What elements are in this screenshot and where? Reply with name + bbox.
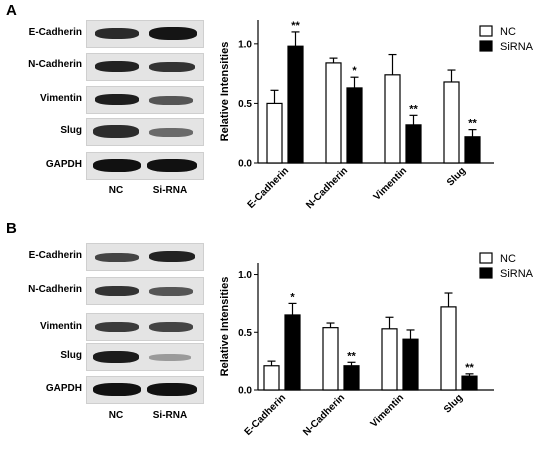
band (149, 62, 195, 72)
legend-label: NC (500, 26, 516, 38)
bar (440, 306, 457, 391)
blot-label: Vimentin (39, 321, 82, 332)
blot-strip (86, 20, 204, 48)
band (93, 351, 139, 363)
blot-label: GAPDH (45, 383, 82, 394)
blot-strip (86, 243, 204, 271)
legend-label: SiRNA (500, 41, 534, 53)
panel-letter-a: A (6, 2, 17, 19)
y-tick-label: 0.0 (238, 386, 252, 397)
bar (322, 327, 339, 391)
bar (461, 375, 478, 391)
blot-label: E-Cadherin (28, 27, 82, 38)
y-axis-label: Relative Intensities (219, 42, 231, 142)
legend-swatch (479, 267, 493, 279)
significance-label: ** (465, 362, 474, 374)
blot-label: Vimentin (39, 93, 82, 104)
legend-label: SiRNA (500, 268, 534, 280)
x-tick-label: Slug (445, 165, 468, 188)
x-tick-label: Vimentin (369, 392, 407, 430)
legend-swatch (479, 25, 493, 37)
band (147, 383, 197, 396)
bar (266, 102, 283, 164)
significance-label: ** (347, 350, 356, 362)
y-tick-label: 0.5 (238, 328, 252, 339)
band (149, 251, 195, 262)
panel-letter-b: B (6, 220, 17, 237)
legend-label: NC (500, 253, 516, 265)
lane-label: NC (108, 185, 124, 196)
legend-swatch (479, 40, 493, 52)
band (149, 128, 193, 137)
bar (464, 136, 481, 164)
band (95, 253, 139, 262)
blot-label: Slug (60, 125, 82, 136)
blot-strip (86, 376, 204, 404)
band (149, 354, 191, 361)
band (95, 94, 139, 105)
y-tick-label: 0.5 (238, 99, 252, 110)
blot-strip (86, 86, 204, 114)
significance-label: ** (468, 118, 477, 130)
legend-swatch (479, 252, 493, 264)
blot-label: N-Cadherin (28, 59, 82, 70)
blot-label: N-Cadherin (28, 284, 82, 295)
x-tick-label: E-Cadherin (246, 165, 291, 210)
band (149, 322, 193, 332)
band (95, 286, 139, 296)
bar (402, 338, 419, 391)
significance-label: * (352, 65, 357, 77)
y-tick-label: 0.0 (238, 159, 252, 170)
x-tick-label: N-Cadherin (304, 165, 350, 211)
bar (263, 365, 280, 391)
x-tick-label: E-Cadherin (243, 392, 288, 437)
band (93, 383, 141, 396)
x-tick-label: Slug (442, 392, 465, 415)
lane-label: Si-RNA (152, 185, 188, 196)
bar-chart-a: 0.0 0.5 1.0 Relative Intensities ** E-Cadheri… (219, 20, 534, 211)
y-tick-label: 1.0 (238, 39, 252, 50)
blot-strip (86, 118, 204, 146)
bar-chart-b: 0.0 0.5 1.0 Relative Intensities * E-Cadherin… (219, 252, 534, 438)
bar (384, 74, 401, 164)
bar (346, 87, 363, 164)
band (95, 322, 139, 332)
blot-strip (86, 53, 204, 81)
significance-label: ** (291, 20, 300, 32)
band (149, 27, 197, 40)
bar (287, 45, 304, 164)
bar (405, 124, 422, 164)
bar (343, 365, 360, 391)
significance-label: ** (409, 103, 418, 115)
x-tick-label: Vimentin (372, 165, 410, 203)
blot-strip (86, 343, 204, 371)
bar (325, 62, 342, 164)
y-axis-label: Relative Intensities (219, 277, 231, 377)
x-tick-label: N-Cadherin (301, 392, 347, 438)
significance-label: * (290, 291, 295, 303)
bar (443, 81, 460, 164)
bar (381, 328, 398, 391)
band (149, 96, 193, 105)
band (95, 61, 139, 72)
lane-label: Si-RNA (152, 410, 188, 421)
band (147, 159, 197, 172)
blot-label: Slug (60, 350, 82, 361)
bar (284, 314, 301, 391)
y-tick-label: 1.0 (238, 270, 252, 281)
blot-strip (86, 277, 204, 305)
blot-strip (86, 152, 204, 180)
blot-label: E-Cadherin (28, 250, 82, 261)
blot-strip (86, 313, 204, 341)
lane-label: NC (108, 410, 124, 421)
band (95, 28, 139, 39)
band (93, 159, 141, 172)
band (149, 287, 193, 296)
band (93, 125, 139, 138)
blot-label: GAPDH (45, 159, 82, 170)
